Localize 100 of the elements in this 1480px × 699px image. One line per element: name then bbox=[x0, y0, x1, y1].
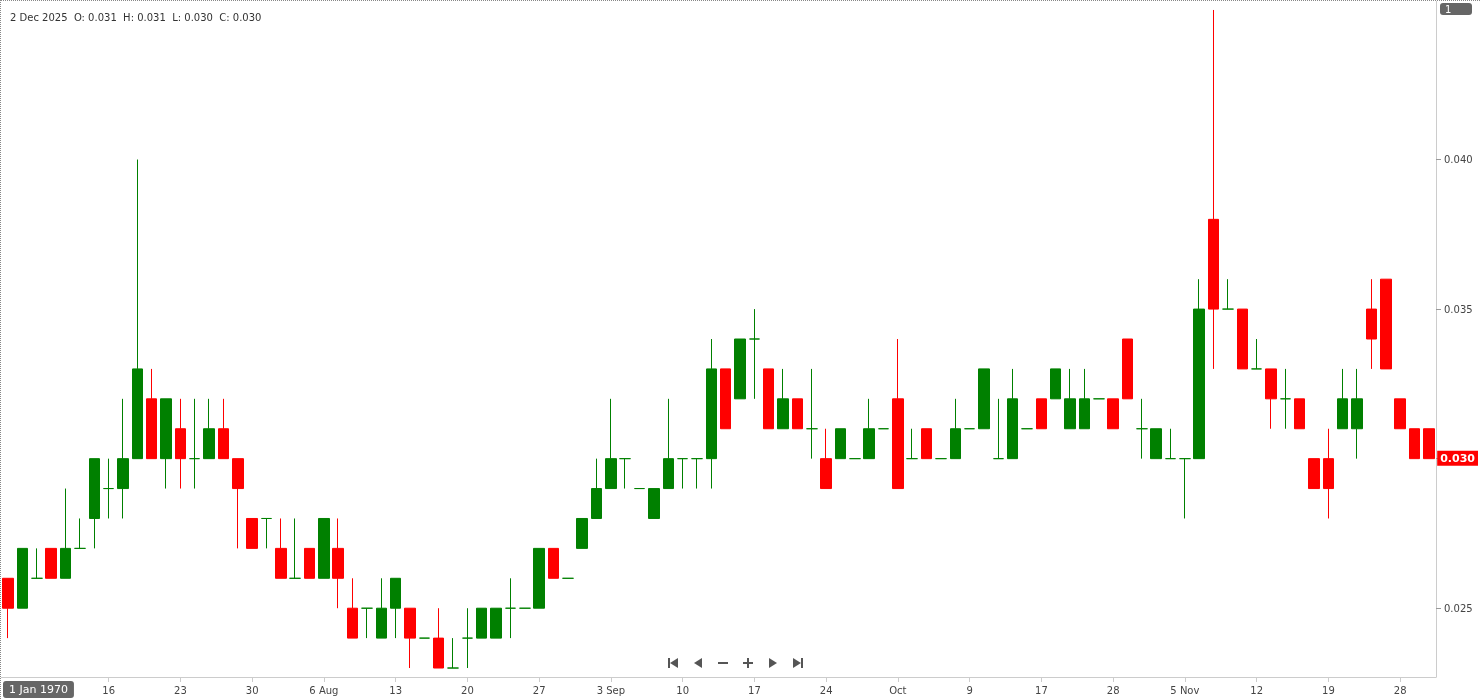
candlestick bbox=[749, 308, 760, 400]
candlestick bbox=[1265, 368, 1277, 430]
candlestick bbox=[706, 338, 717, 490]
candlestick bbox=[777, 368, 789, 430]
candlestick bbox=[132, 159, 143, 460]
candlestick bbox=[648, 488, 660, 519]
x-tick-label: 16 bbox=[102, 684, 115, 696]
candlestick bbox=[289, 517, 301, 579]
candlestick bbox=[619, 458, 631, 490]
candlestick bbox=[921, 428, 932, 460]
candlestick bbox=[404, 607, 416, 669]
x-tick-label: 28 bbox=[1393, 684, 1407, 696]
candlestick bbox=[1409, 428, 1420, 460]
candlestick bbox=[605, 398, 617, 490]
candlestick bbox=[576, 517, 588, 549]
x-tick-label: 13 bbox=[389, 684, 402, 696]
candlestick bbox=[1007, 368, 1018, 460]
candlestick bbox=[792, 398, 803, 430]
y-tick-label: 0.040 bbox=[1444, 154, 1473, 166]
candlestick bbox=[1136, 398, 1148, 460]
y-tick-label: 0.025 bbox=[1444, 602, 1473, 614]
x-tick-label: 17 bbox=[748, 684, 761, 696]
x-tick-label: Oct bbox=[889, 684, 907, 696]
candlestick bbox=[820, 428, 832, 490]
candlestick bbox=[663, 398, 674, 490]
candlestick bbox=[863, 398, 875, 460]
candlestick bbox=[275, 517, 287, 579]
candlestick bbox=[1122, 338, 1133, 400]
candlestick bbox=[1308, 458, 1320, 490]
candlestick bbox=[1351, 368, 1363, 460]
candlestick bbox=[1050, 368, 1061, 400]
candlestick bbox=[361, 607, 373, 639]
candlestick bbox=[1280, 368, 1291, 430]
candlestick bbox=[1208, 9, 1219, 370]
x-tick-label: 27 bbox=[532, 684, 546, 696]
candlestick bbox=[1394, 398, 1406, 430]
candlestick bbox=[806, 368, 818, 460]
candlestick bbox=[447, 637, 459, 669]
candlestick bbox=[1337, 368, 1348, 430]
candlestick bbox=[734, 338, 746, 400]
candlestick bbox=[1036, 398, 1047, 430]
candlestick bbox=[505, 577, 516, 639]
candlestick bbox=[1380, 278, 1392, 370]
candlestick bbox=[117, 398, 129, 519]
candlestick bbox=[103, 458, 114, 519]
candlestick bbox=[476, 607, 487, 639]
x-tick-label: 24 bbox=[819, 684, 833, 696]
candlestick bbox=[89, 458, 100, 549]
candlestick bbox=[591, 458, 602, 519]
candlestick bbox=[906, 428, 918, 460]
x-tick-label: 9 bbox=[966, 684, 973, 696]
candlestick bbox=[433, 607, 444, 669]
candlestick bbox=[175, 398, 186, 490]
candlestick bbox=[17, 547, 28, 609]
x-tick-label: 30 bbox=[245, 684, 259, 696]
candlestick bbox=[1294, 398, 1305, 430]
candlestick bbox=[74, 517, 86, 549]
candlestick bbox=[763, 368, 774, 430]
candlestick bbox=[318, 517, 330, 579]
x-tick-label: 5 Nov bbox=[1170, 684, 1200, 696]
x-tick-label: 20 bbox=[461, 684, 474, 696]
candlestick bbox=[60, 488, 71, 579]
candlestick bbox=[332, 517, 344, 609]
candlestick bbox=[304, 547, 315, 579]
candlestick bbox=[462, 607, 473, 669]
candlestick bbox=[246, 517, 258, 549]
candlestick bbox=[490, 607, 502, 639]
text: 1 bbox=[1445, 3, 1452, 15]
candlestick bbox=[1165, 428, 1176, 460]
candlestick bbox=[1179, 458, 1191, 519]
candlestick bbox=[232, 458, 244, 549]
candlestick bbox=[261, 517, 272, 549]
text: 2 Dec 2025 O: 0.031 H: 0.031 L: 0.030 C: 0.030 bbox=[10, 11, 262, 23]
candlestick bbox=[203, 398, 215, 460]
candlestick bbox=[1237, 308, 1248, 370]
candlestick bbox=[1251, 338, 1262, 370]
candlestick bbox=[31, 547, 43, 579]
candlestick bbox=[1150, 428, 1162, 460]
candlestick bbox=[376, 577, 387, 639]
candlestick bbox=[835, 428, 846, 460]
candlestick bbox=[892, 338, 904, 490]
candlestick bbox=[677, 458, 688, 490]
x-tick-label: 23 bbox=[174, 684, 187, 696]
candlestick bbox=[390, 577, 401, 639]
x-tick-label: 12 bbox=[1250, 684, 1263, 696]
x-tick-label: 6 Aug bbox=[309, 684, 339, 696]
candlestick bbox=[1193, 278, 1205, 460]
text: 1 Jan 1970 bbox=[9, 683, 68, 696]
candlestick bbox=[1107, 398, 1119, 430]
candlestick bbox=[1079, 368, 1090, 430]
y-tick-label: 0.035 bbox=[1444, 303, 1473, 315]
x-tick-label: 3 Sep bbox=[596, 684, 626, 696]
candlestick bbox=[189, 398, 200, 490]
candlestick bbox=[1064, 368, 1076, 430]
candlestick bbox=[45, 547, 57, 579]
candlestick bbox=[2, 577, 14, 639]
candlestick bbox=[1366, 278, 1377, 370]
x-tick-label: 19 bbox=[1322, 684, 1335, 696]
candlestick bbox=[218, 398, 229, 460]
candlestick bbox=[146, 368, 157, 460]
